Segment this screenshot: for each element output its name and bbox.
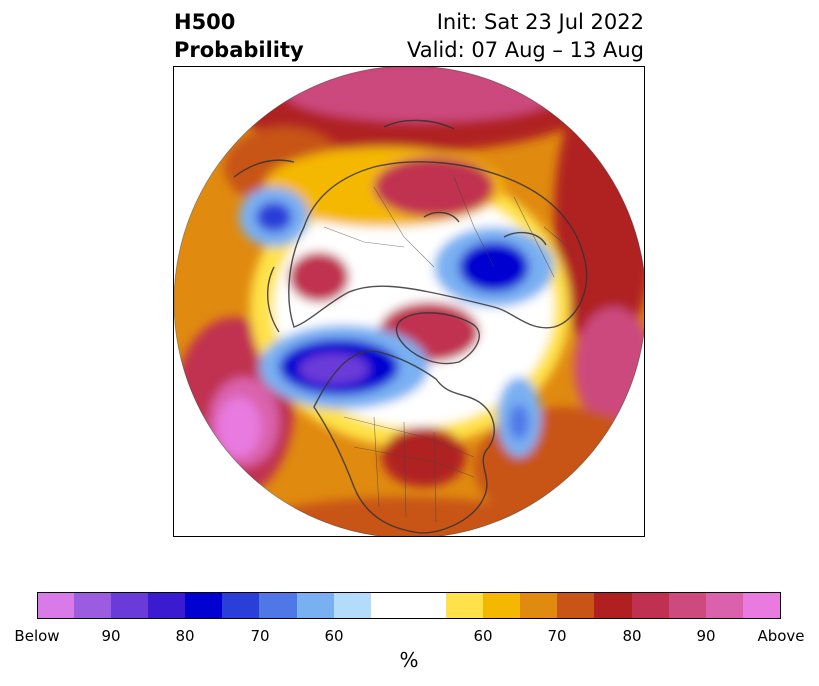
colorbar-unit: %: [399, 648, 419, 672]
colorbar-segment: [148, 592, 185, 619]
colorbar-segment: [371, 592, 446, 619]
borders: [323, 176, 575, 523]
colorbar-segment: [74, 592, 111, 619]
colorbar-tick-label: 60: [473, 627, 493, 645]
map-frame: [173, 66, 645, 537]
title-product: Probability: [174, 38, 304, 62]
colorbar-segment: [297, 592, 334, 619]
title-left: H500 Probability: [174, 8, 304, 64]
colorbar-segment: [222, 592, 259, 619]
colorbar-segment: [37, 592, 74, 619]
valid-range: Valid: 07 Aug – 13 Aug: [406, 38, 644, 62]
title-variable: H500: [174, 10, 236, 34]
colorbar-segment: [483, 592, 520, 619]
colorbar-tick-label: 80: [622, 627, 642, 645]
colorbar-segment: [706, 592, 743, 619]
colorbar-segment: [185, 592, 222, 619]
colorbar-segment: [669, 592, 706, 619]
colorbar-tick-label: 70: [250, 627, 270, 645]
init-date: Init: Sat 23 Jul 2022: [436, 10, 644, 34]
colorbar-segment: [557, 592, 594, 619]
colorbar-tick-label: 70: [547, 627, 567, 645]
colorbar-frame: [37, 592, 781, 619]
colorbar: [37, 592, 781, 619]
colorbar-segment: [334, 592, 371, 619]
colorbar-tick-label: 90: [696, 627, 716, 645]
colorbar-tick-label: 90: [101, 627, 121, 645]
colorbar-tick-label: 60: [324, 627, 344, 645]
coastlines: [233, 119, 588, 534]
title-right: Init: Sat 23 Jul 2022 Valid: 07 Aug – 13…: [407, 8, 644, 64]
colorbar-tick-label: 80: [175, 627, 195, 645]
colorbar-segment: [594, 592, 632, 619]
polar-map: [174, 67, 644, 536]
colorbar-segment: [520, 592, 557, 619]
colorbar-tick-label: Above: [757, 627, 805, 645]
colorbar-segment: [446, 592, 483, 619]
colorbar-segment: [259, 592, 297, 619]
colorbar-tick-label: Below: [14, 627, 60, 645]
colorbar-segment: [111, 592, 148, 619]
anomaly-field: [174, 67, 644, 536]
colorbar-segment: [632, 592, 669, 619]
colorbar-segment: [743, 592, 781, 619]
